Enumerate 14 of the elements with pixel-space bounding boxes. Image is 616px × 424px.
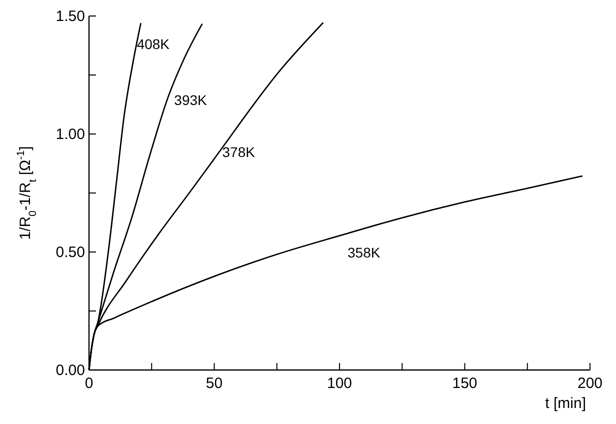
y-tick-label: 0.50 <box>56 244 85 261</box>
x-tick-label: 0 <box>84 375 94 392</box>
x-tick-label: 100 <box>326 375 352 392</box>
series-label: 378K <box>222 144 256 160</box>
series-label: 358K <box>348 244 381 261</box>
series-label: 393K <box>174 92 208 108</box>
x-tick-label: 50 <box>206 375 223 392</box>
series-label: 408K <box>136 36 170 52</box>
y-tick-label: 1.50 <box>56 8 85 25</box>
x-tick-label: 150 <box>452 375 478 392</box>
y-tick-label: 1.00 <box>56 126 85 143</box>
x-tick-label: 200 <box>577 375 603 392</box>
y-tick-label: 0.00 <box>56 362 85 379</box>
x-axis-title: t [min] <box>545 395 586 412</box>
